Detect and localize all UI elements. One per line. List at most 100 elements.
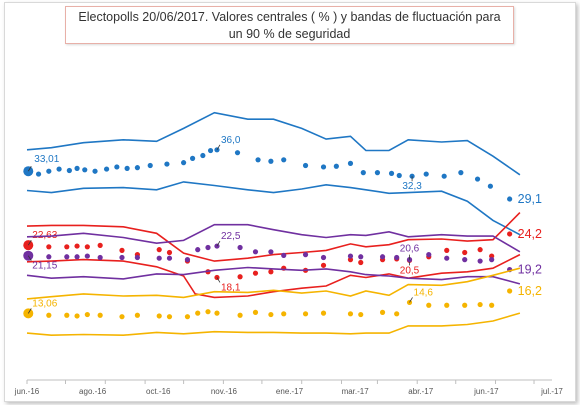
series-0-point [396,172,402,179]
series-1-point [477,247,483,253]
series-0-point [388,170,395,176]
series-2-point [205,244,211,251]
series-2-point [97,254,103,261]
series-1-point [237,274,243,280]
series-2-point [156,255,162,261]
data-label: 18,1 [221,282,241,293]
series-2-point [281,252,287,258]
series-3-point [74,313,80,319]
series-2-point [84,253,90,259]
series-0-point [189,155,196,161]
series-1-end-label: 24,2 [518,227,542,241]
series-0-point [374,170,381,176]
series-3-point [214,310,220,316]
data-label: 21,15 [32,261,57,272]
series-0-point [103,166,110,172]
series-1-lower-band [26,253,521,299]
data-label-leader [216,277,221,283]
series-3-point [134,312,140,318]
series-0-point [458,170,464,176]
data-label-leader [27,239,32,246]
series-0-point [207,147,214,154]
series-3-point [156,313,162,319]
series-1-point [268,269,274,275]
series-0-end-label: 29,1 [518,192,542,206]
series-2-point [74,254,80,260]
series-0-point [474,176,481,182]
series-3-point [358,311,364,318]
x-tick-label: ene.-17 [276,387,304,396]
data-label: 36,0 [221,135,241,146]
series-1-point [462,249,468,256]
data-label-leader [216,240,221,247]
series-3-point [166,314,173,320]
series-2-upper-band [26,223,521,253]
series-0-point [234,150,241,156]
series-1-point [64,244,70,250]
data-label: 20,6 [400,244,420,255]
x-tick-label: mar.-17 [342,387,370,396]
x-tick-label: abr.-17 [408,387,433,396]
series-1-upper-band [26,212,521,262]
series-3-point [184,314,191,320]
data-label-leader [27,308,32,314]
series-0-point [333,163,339,169]
series-2-point [184,257,191,263]
series-2-point [195,247,201,253]
series-1-point [320,262,327,268]
series-0-point [181,160,187,166]
series-1-point [166,249,173,256]
chart-title: Electopolls 20/06/2017. Valores centrale… [65,6,514,44]
data-label: 13,06 [32,298,57,309]
series-0-point [56,166,62,172]
series-0-point [281,157,287,163]
series-3-point [281,311,287,317]
series-0-point [347,160,354,166]
series-1-point [358,259,364,266]
series-2-point [166,255,173,261]
series-1-point [347,257,354,263]
series-0-point [268,158,274,164]
series-0-point [35,171,42,177]
chart-title-line-2: un 90 % de seguridad [228,27,351,41]
series-2-lower-band [26,266,521,285]
series-0-point [320,164,327,170]
series-3-point [252,309,259,315]
data-label: 32,3 [402,181,422,192]
data-label-leader [27,255,32,261]
data-label: 22,5 [221,231,241,242]
series-3-point [205,309,211,315]
series-3-upper-band [26,267,521,300]
series-2-point [64,254,70,260]
data-label: 14,6 [414,287,434,298]
series-0-point [200,152,206,159]
series-2-point [462,257,468,263]
series-3-point [64,312,70,318]
data-label-leader [27,165,32,172]
series-3-point [195,310,201,316]
series-3-end-label: 16,2 [518,284,542,298]
series-0-point [302,162,309,169]
series-2-point [237,244,243,251]
series-0-point [114,164,120,170]
series-1-point [84,244,90,250]
x-tick-label: jul.-17 [540,387,563,396]
series-3-point [347,311,354,317]
series-3-point [119,314,125,320]
series-2-point [394,254,400,261]
series-2-point [302,252,309,258]
series-0-point [487,183,493,189]
x-tick-label: ago.-16 [79,387,107,396]
series-1-point [46,244,52,250]
series-3-point [320,310,327,316]
series-2-point [46,254,52,260]
series-1-point [252,270,259,276]
series-1-point [156,247,162,253]
series-2-point [268,249,274,255]
series-0-point [147,162,153,169]
series-0-point [360,170,366,176]
series-0-point [82,167,88,173]
series-2-point [444,255,450,261]
series-2-point [477,258,483,264]
